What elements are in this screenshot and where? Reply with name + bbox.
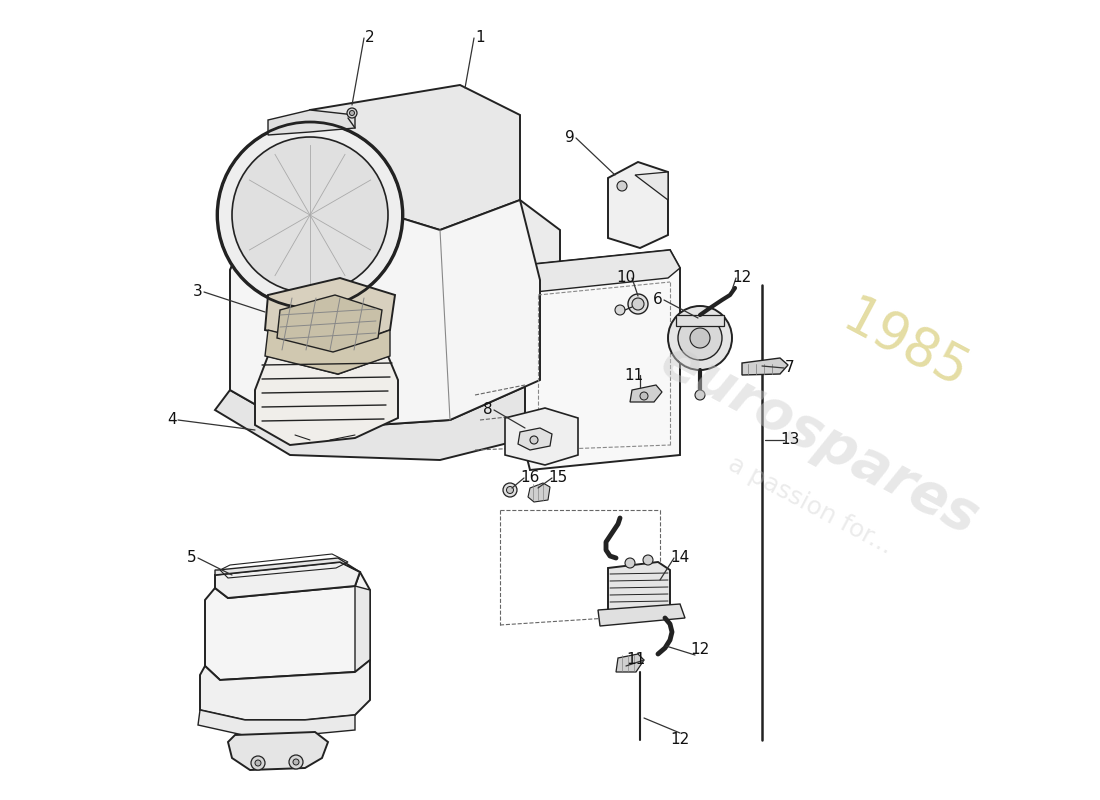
Polygon shape — [200, 660, 370, 720]
Circle shape — [668, 306, 732, 370]
Circle shape — [640, 392, 648, 400]
Polygon shape — [214, 562, 360, 598]
Polygon shape — [230, 190, 540, 430]
Polygon shape — [616, 654, 644, 672]
Text: 12: 12 — [691, 642, 710, 658]
Circle shape — [350, 110, 354, 115]
Circle shape — [695, 390, 705, 400]
Polygon shape — [355, 586, 370, 672]
Text: 12: 12 — [670, 733, 690, 747]
Circle shape — [255, 760, 261, 766]
Polygon shape — [598, 604, 685, 626]
Polygon shape — [742, 358, 788, 375]
Circle shape — [232, 137, 388, 293]
Circle shape — [690, 328, 710, 348]
Circle shape — [293, 759, 299, 765]
Text: 6: 6 — [653, 293, 663, 307]
Polygon shape — [635, 172, 668, 200]
Text: 11: 11 — [626, 653, 646, 667]
Text: 8: 8 — [483, 402, 493, 418]
Polygon shape — [214, 380, 560, 460]
Polygon shape — [310, 85, 520, 230]
Polygon shape — [608, 562, 670, 618]
Polygon shape — [525, 250, 680, 470]
Text: 7: 7 — [785, 361, 795, 375]
Polygon shape — [608, 162, 668, 248]
Text: 16: 16 — [520, 470, 540, 486]
Circle shape — [625, 558, 635, 568]
Text: 1: 1 — [475, 30, 485, 46]
Polygon shape — [518, 428, 552, 450]
Polygon shape — [277, 295, 382, 352]
Polygon shape — [676, 315, 724, 326]
Text: 11: 11 — [625, 367, 644, 382]
Text: 10: 10 — [616, 270, 636, 286]
Text: 9: 9 — [565, 130, 575, 146]
Text: 15: 15 — [549, 470, 568, 486]
Circle shape — [503, 483, 517, 497]
Polygon shape — [268, 110, 355, 135]
Polygon shape — [525, 250, 680, 292]
Polygon shape — [505, 408, 578, 465]
Polygon shape — [228, 732, 328, 770]
Circle shape — [218, 123, 402, 307]
Circle shape — [615, 305, 625, 315]
Polygon shape — [440, 200, 560, 380]
Text: 12: 12 — [733, 270, 751, 286]
Text: eurospares: eurospares — [652, 334, 988, 546]
Text: 3: 3 — [194, 285, 202, 299]
Text: 2: 2 — [365, 30, 375, 46]
Polygon shape — [205, 572, 370, 680]
Text: 13: 13 — [780, 433, 800, 447]
Text: a passion for...: a passion for... — [724, 451, 896, 558]
Circle shape — [289, 755, 302, 769]
Polygon shape — [255, 356, 398, 445]
Circle shape — [644, 555, 653, 565]
Circle shape — [530, 436, 538, 444]
Circle shape — [506, 486, 514, 494]
Text: 1985: 1985 — [834, 290, 977, 399]
Circle shape — [678, 316, 722, 360]
Text: 14: 14 — [670, 550, 690, 566]
Circle shape — [632, 298, 644, 310]
Polygon shape — [630, 385, 662, 402]
Polygon shape — [214, 558, 360, 575]
Circle shape — [346, 108, 358, 118]
Polygon shape — [198, 710, 355, 735]
Circle shape — [617, 181, 627, 191]
Circle shape — [628, 294, 648, 314]
Circle shape — [251, 756, 265, 770]
Polygon shape — [265, 330, 390, 374]
Polygon shape — [265, 278, 395, 348]
Text: 4: 4 — [167, 413, 177, 427]
Polygon shape — [528, 483, 550, 502]
Text: 5: 5 — [187, 550, 197, 566]
